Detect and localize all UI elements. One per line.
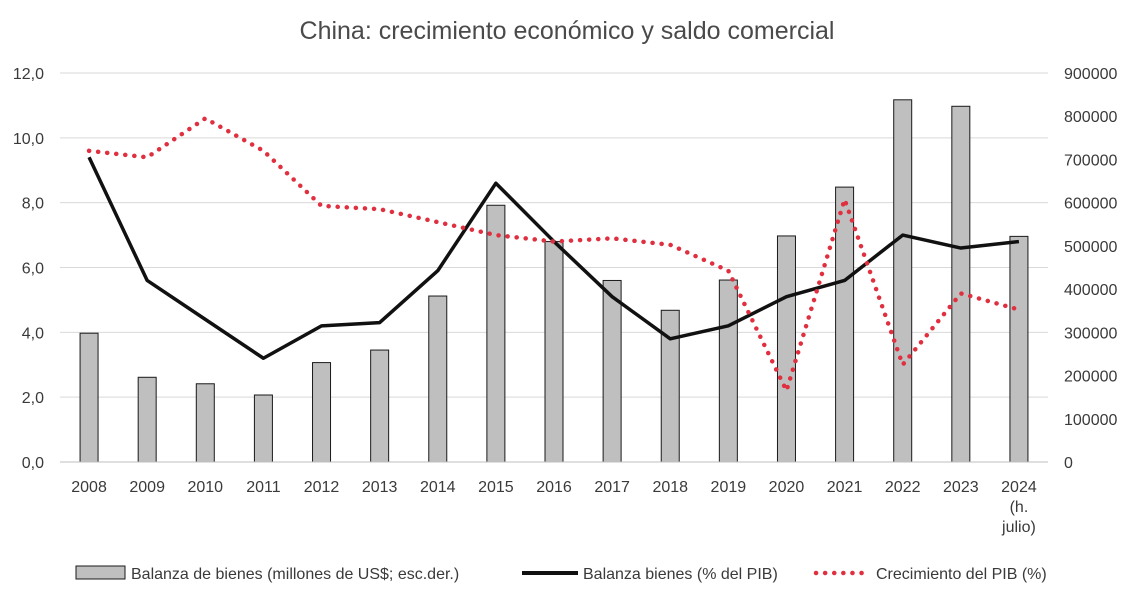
y-right-tick-label: 500000 [1064,239,1117,256]
x-tick-label: 2014 [420,479,456,496]
bar [370,349,390,463]
y-left-tick-label: 4,0 [22,325,44,342]
bar [428,295,448,463]
legend-label-bars: Balanza de bienes (millones de US$; esc.… [131,566,459,583]
bar [893,99,913,463]
y-left-tick-label: 2,0 [22,390,44,407]
x-tick-label: 2013 [362,479,398,496]
bar-series [79,99,1029,463]
y-left-tick-label: 8,0 [22,196,44,213]
x-tick-label: 2021 [827,479,863,496]
y-right-tick-label: 300000 [1064,325,1117,342]
bar [1009,235,1029,463]
bar [195,383,215,463]
y-right-tick-label: 200000 [1064,369,1117,386]
x-tick-label: 2009 [129,479,165,496]
y-right-tick-label: 400000 [1064,282,1117,299]
bar [79,332,99,463]
bar [137,376,157,463]
x-tick-label: 2020 [769,479,805,496]
y-right-tick-label: 100000 [1064,412,1117,429]
x-tick-label: 2023 [943,479,979,496]
x-tick-label: 2016 [536,479,572,496]
bar [776,235,796,463]
y-right-tick-label: 600000 [1064,196,1117,213]
legend-label-pct-line: Balanza bienes (% del PIB) [583,566,778,583]
x-tick-label: 2019 [711,479,747,496]
y-left-tick-label: 12,0 [13,66,44,83]
x-tick-label: 2012 [304,479,340,496]
legend: Balanza de bienes (millones de US$; esc.… [75,565,1047,583]
y-right-tick-label: 700000 [1064,152,1117,169]
line-series [86,116,1022,393]
bar [951,105,971,463]
x-tick-label: 2022 [885,479,921,496]
bar [835,186,855,463]
legend-swatch-bars [75,565,126,580]
y-right-tick-label: 900000 [1064,66,1117,83]
x-tick-label: 2008 [71,479,107,496]
axes: 0,0 2,0 4,0 6,0 8,0 10,0 12,0 0 100000 200000 3000… [13,66,1118,536]
bar [253,394,273,463]
x-tick-label: 2011 [246,479,281,496]
x-tick-label: 2024 (h. julio) [1001,479,1037,536]
x-tick-label: 2018 [652,479,688,496]
x-tick-label: 2010 [187,479,223,496]
y-right-tick-label: 800000 [1064,109,1117,126]
y-left-tick-label: 0,0 [22,455,44,472]
y-left-tick-label: 10,0 [13,131,44,148]
legend-label-gdp-line: Crecimiento del PIB (%) [876,566,1047,583]
bar [312,362,332,463]
bar [718,279,738,463]
chart-title: China: crecimiento económico y saldo com… [300,17,835,45]
bar [486,204,506,463]
y-right-tick-label: 0 [1064,455,1073,472]
x-tick-label: 2015 [478,479,514,496]
y-left-tick-label: 6,0 [22,261,44,278]
bar [544,241,564,463]
bar [602,279,622,463]
x-tick-label: 2017 [594,479,630,496]
